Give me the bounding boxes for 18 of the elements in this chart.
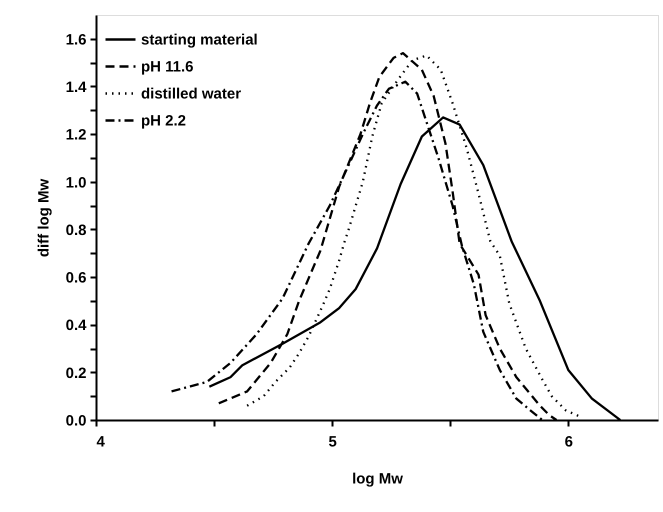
x-tick-label: 5 [328,434,337,450]
y-tick-label: 0.2 [66,364,86,382]
y-tick-label: 0.6 [66,270,86,287]
y-tick-label: 0.4 [66,317,88,334]
y-tick-label: 1.6 [66,31,86,48]
legend-label: pH 11.6 [141,58,194,76]
legend-label: distilled water [141,86,242,102]
y-tick-label: 0.8 [66,222,86,239]
legend-label: pH 2.2 [141,112,186,130]
x-tick-label: 4 [96,434,106,450]
y-tick-label: 1.2 [66,126,86,144]
y-axis-title: diff log Mw [36,178,53,258]
x-tick-label: 6 [564,434,573,450]
legend-label: starting material [141,32,258,48]
y-tick-label: 1.0 [66,174,86,192]
y-tick-label: 0.0 [66,412,86,430]
x-axis-title: log Mw [352,470,404,488]
y-tick-label: 1.4 [66,78,88,96]
